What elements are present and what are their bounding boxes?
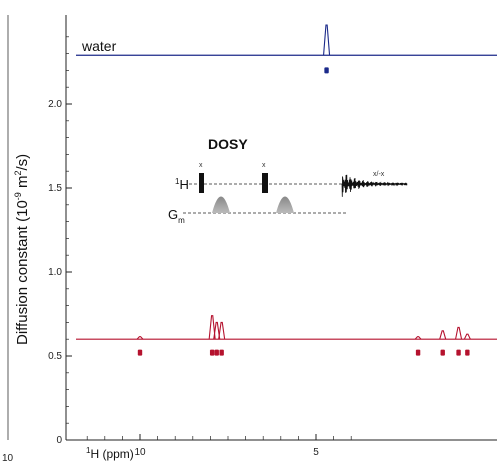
spectrum-peak bbox=[136, 336, 144, 340]
diffusion-point bbox=[219, 349, 224, 356]
x-tick-label: 5 bbox=[313, 447, 319, 458]
diffusion-point bbox=[214, 349, 219, 356]
inset-channel-g: Gm bbox=[168, 207, 185, 225]
y-tick-label: 1.0 bbox=[48, 267, 62, 278]
spectrum-peak bbox=[439, 330, 447, 340]
inset-channel-h: 1H bbox=[175, 177, 189, 192]
diffusion-point bbox=[440, 349, 445, 356]
x-axis-ticks: 10 5 bbox=[86, 434, 352, 458]
spectrum-peak bbox=[208, 315, 216, 340]
inset-gradient-pulse-1 bbox=[212, 196, 230, 213]
diffusion-point bbox=[415, 349, 421, 356]
y-tick-label: 0 bbox=[56, 435, 62, 446]
y-tick-label: 2.0 bbox=[48, 99, 62, 110]
diffusion-point bbox=[209, 349, 215, 356]
series-1 bbox=[76, 315, 497, 356]
y-tick-label: 1.5 bbox=[48, 183, 62, 194]
inset-pulse-mark-2: x bbox=[262, 162, 266, 169]
x-axis-title: 1H (ppm) bbox=[86, 446, 134, 461]
diffusion-point bbox=[465, 349, 470, 356]
y-axis-title: Diffusion constant (10-9 m2/s) bbox=[13, 154, 31, 345]
diffusion-point bbox=[324, 67, 329, 74]
inset-fid bbox=[341, 174, 408, 197]
spectrum-peak bbox=[323, 24, 331, 56]
series-layer bbox=[76, 24, 497, 356]
spectrum-peak bbox=[455, 326, 463, 340]
spectrum-peak bbox=[463, 333, 471, 340]
left-panel-x-tick-label: 10 bbox=[2, 453, 14, 464]
inset-pulse-mark-1: x bbox=[199, 162, 203, 169]
inset-title: DOSY bbox=[208, 136, 248, 152]
inset-gradient-pulse-2 bbox=[276, 196, 294, 213]
diffusion-point bbox=[137, 349, 143, 356]
spectrum-peak bbox=[218, 321, 226, 340]
series-0 bbox=[76, 24, 497, 74]
pulse-sequence-inset: DOSY 1H x x x/-x Gm bbox=[168, 136, 408, 225]
spectrum-peak bbox=[414, 336, 422, 340]
inset-pulse-2 bbox=[262, 173, 268, 193]
inset-pulse-1 bbox=[199, 173, 204, 193]
inset-acq-mark: x/-x bbox=[373, 171, 385, 178]
series-label-water: water bbox=[81, 38, 117, 54]
spectrum-peak bbox=[213, 321, 221, 340]
y-axis-ticks: 0 0.5 1.0 1.5 2.0 bbox=[48, 36, 72, 446]
x-tick-label: 10 bbox=[134, 447, 146, 458]
y-tick-label: 0.5 bbox=[48, 351, 62, 362]
diffusion-point bbox=[456, 349, 461, 356]
